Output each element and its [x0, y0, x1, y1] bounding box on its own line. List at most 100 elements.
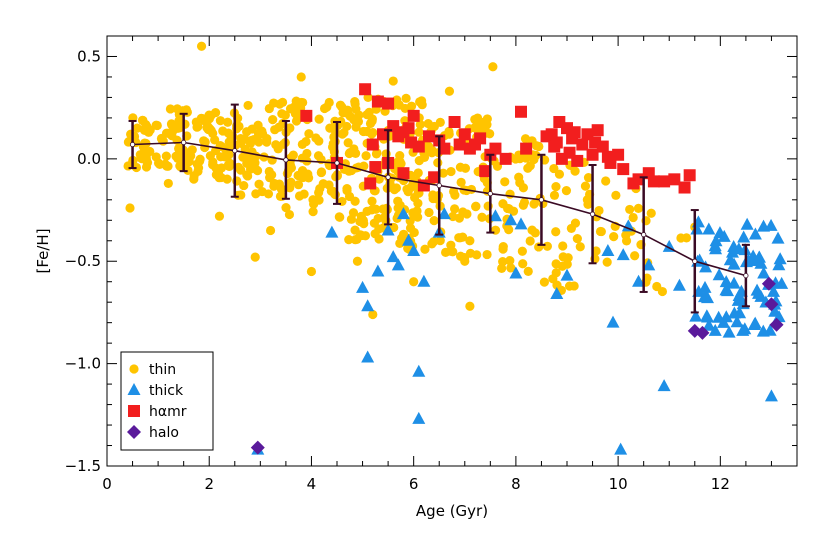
thin-point [189, 171, 199, 181]
thin-point [523, 163, 533, 173]
thick-point [361, 350, 375, 363]
mean-point [436, 182, 442, 189]
thin-point [172, 151, 182, 161]
hmr-point [474, 132, 487, 145]
thick-point [768, 304, 782, 317]
thick-point [701, 310, 715, 323]
mean-relation-layer [128, 103, 750, 314]
thin-point [413, 168, 423, 178]
hmr-point [438, 142, 451, 155]
thin-point [427, 239, 437, 249]
mean-point [743, 272, 749, 279]
thin-point [582, 195, 592, 205]
thin-point [316, 167, 326, 178]
legend-marker-hmr [128, 405, 140, 417]
thin-point [472, 250, 482, 260]
thick-point [708, 323, 722, 336]
thin-point [498, 199, 508, 209]
thick-point [417, 274, 431, 287]
thin-point [414, 156, 424, 166]
thin-point [259, 152, 269, 162]
thick-point [767, 284, 781, 297]
hmr-point [571, 154, 584, 167]
thin-point [200, 142, 210, 153]
thin-point [505, 255, 515, 266]
thin-point [328, 138, 338, 149]
thin-point [549, 163, 559, 174]
thick-point [732, 242, 746, 255]
thin-point [187, 145, 197, 155]
thin-point [214, 173, 224, 183]
thin-point [208, 160, 218, 170]
thin-point [350, 225, 360, 235]
thick-point [614, 442, 628, 455]
thin-point [403, 187, 413, 197]
hmr-point [499, 152, 512, 165]
x-axis-label: Age (Gyr) [416, 502, 488, 520]
thin-point [345, 147, 355, 158]
thin-point [478, 124, 488, 134]
thick-point [407, 244, 421, 256]
hmr-point [300, 109, 313, 122]
thick-point [731, 293, 745, 306]
thin-point [367, 205, 377, 215]
thin-point [335, 212, 345, 222]
hmr-point [377, 128, 389, 141]
thin-point [308, 207, 318, 217]
thin-point [539, 277, 549, 287]
thin-point [304, 129, 314, 139]
hmr-point [458, 128, 471, 141]
thin-point [504, 204, 514, 214]
thick-point [709, 234, 723, 247]
thin-point [435, 236, 445, 246]
mean-point [692, 258, 698, 264]
series-halo [250, 276, 784, 455]
thin-point [275, 99, 285, 109]
thin-point [242, 158, 252, 168]
thin-point [322, 102, 332, 112]
hmr-point [428, 171, 441, 184]
thin-point [370, 229, 380, 239]
thick-point [560, 268, 574, 281]
thin-point [250, 252, 260, 262]
thin-point [465, 236, 475, 246]
thin-point [180, 119, 190, 129]
y-tick-label: −1.5 [65, 457, 101, 475]
thin-point [354, 110, 364, 120]
x-tick-label: 2 [204, 475, 214, 493]
thick-point [702, 222, 716, 235]
thin-point [355, 216, 365, 227]
hmr-point [423, 130, 435, 143]
thin-point [342, 186, 352, 196]
thin-point [395, 200, 405, 211]
thin-point [602, 257, 612, 267]
thin-point [409, 277, 419, 287]
thin-point [246, 135, 256, 146]
hmr-point [678, 181, 691, 194]
y-axis-label: [Fe/H] [34, 228, 52, 273]
thick-point [773, 252, 787, 265]
thick-point [325, 225, 339, 238]
thick-point [752, 250, 766, 263]
thin-point [476, 117, 486, 127]
thick-point [601, 244, 615, 256]
thick-point [657, 379, 671, 392]
thin-point [236, 190, 246, 200]
thick-point [740, 217, 754, 230]
hmr-point [647, 175, 660, 188]
hmr-point [359, 83, 372, 96]
thin-point [337, 102, 347, 112]
thin-point [165, 104, 176, 114]
thin-point [293, 180, 304, 190]
thick-point [699, 289, 713, 302]
hmr-point [397, 126, 410, 139]
thick-point [509, 266, 523, 279]
thin-point [139, 146, 150, 156]
mean-point [385, 174, 391, 180]
thin-point [215, 116, 226, 126]
hmr-point [617, 163, 630, 176]
thin-point [297, 139, 307, 150]
thin-point [163, 178, 173, 189]
thin-point [514, 172, 524, 182]
